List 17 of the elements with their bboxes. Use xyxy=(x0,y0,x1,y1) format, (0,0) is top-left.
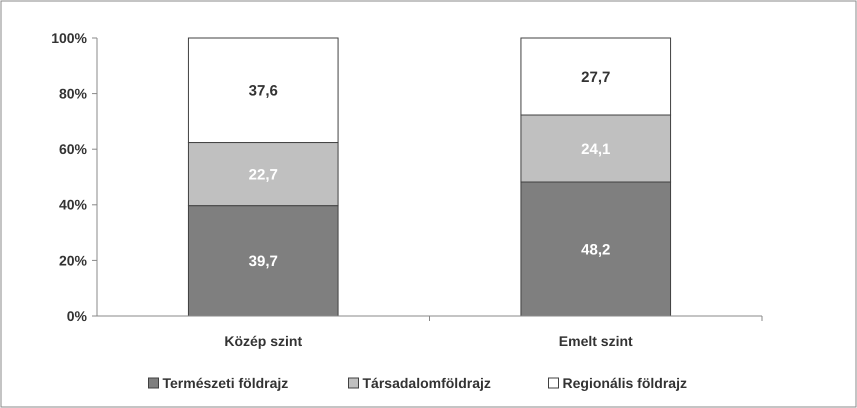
data-label: 27,7 xyxy=(581,68,610,86)
data-label: 22,7 xyxy=(248,166,278,184)
x-tick-label: Közép szint xyxy=(224,333,302,349)
y-tick-label: 80% xyxy=(58,86,88,102)
y-tick-label: 100% xyxy=(51,30,88,46)
y-tick-label: 40% xyxy=(58,196,88,213)
data-label: 48,2 xyxy=(581,241,610,258)
x-tick-label: Emelt szint xyxy=(558,333,634,349)
legend-label: Regionális földrajz xyxy=(562,374,687,391)
data-label: 37,6 xyxy=(248,82,278,100)
legend-label: Társadalomföldrajz xyxy=(362,374,491,391)
y-tick-label: 60% xyxy=(58,141,88,158)
y-tick-label: 0% xyxy=(66,308,88,324)
data-label: 39,7 xyxy=(248,253,278,270)
data-label: 24,1 xyxy=(581,140,610,158)
y-tick-label: 20% xyxy=(58,252,88,268)
legend-label: Természeti földrajz xyxy=(162,374,288,391)
